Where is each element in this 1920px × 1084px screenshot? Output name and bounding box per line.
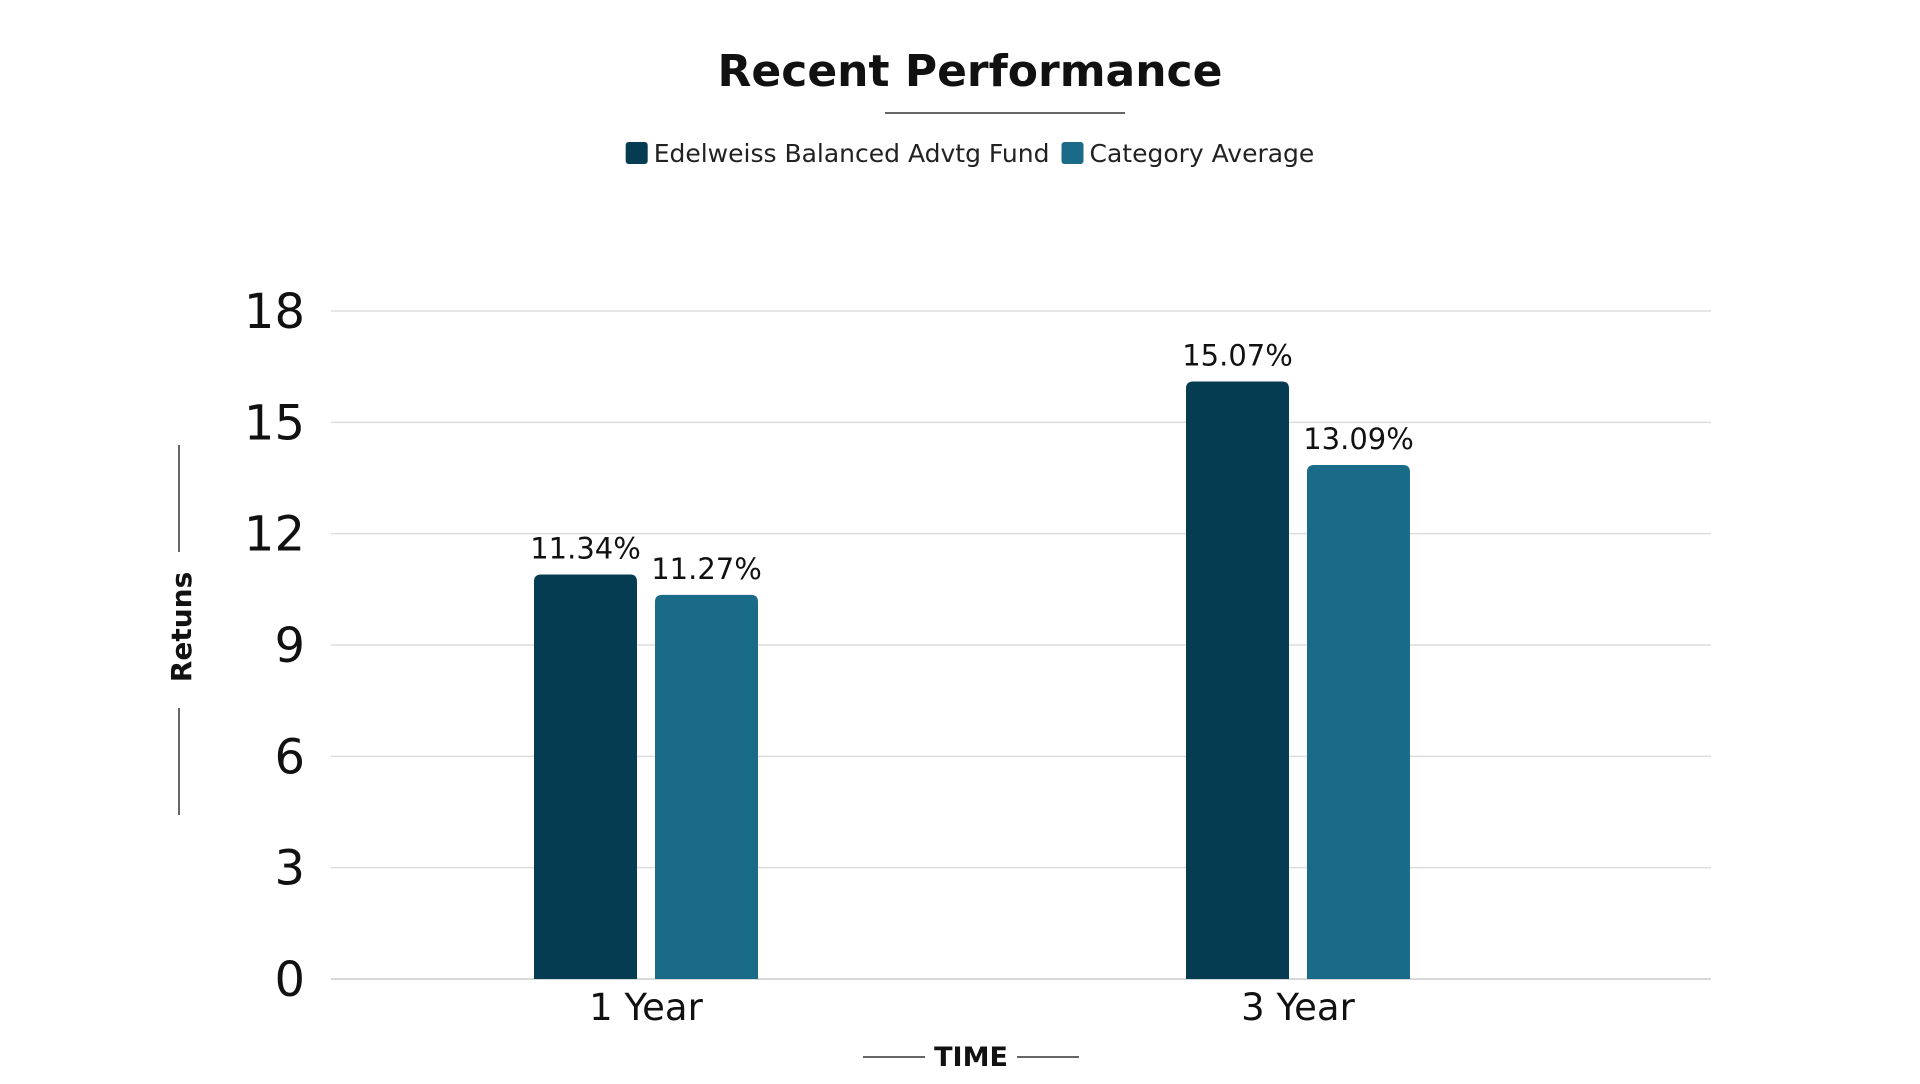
- bar-2-2: [1307, 465, 1410, 979]
- x-axis-ticks: 1 Year 3 Year: [589, 986, 1355, 1029]
- chart-title: Recent Performance: [718, 46, 1223, 97]
- y-tick-label: 12: [244, 507, 305, 563]
- y-tick-label: 9: [274, 618, 305, 674]
- bar-value-label: 15.07%: [1182, 339, 1293, 373]
- legend-item: Edelweiss Balanced Advtg Fund: [625, 139, 1050, 168]
- x-tick-label: 3 Year: [1241, 986, 1355, 1029]
- bar-value-labels: 11.34% 11.27% 15.07% 13.09%: [530, 339, 1414, 586]
- bar-1-2: [1186, 381, 1289, 979]
- y-tick-label: 15: [244, 395, 305, 451]
- bar-value-label: 11.34%: [530, 531, 641, 565]
- bar-1-1: [534, 574, 637, 979]
- x-axis-title-group: TIME: [863, 1042, 1079, 1073]
- x-tick-label: 1 Year: [589, 986, 703, 1029]
- legend: Edelweiss Balanced Advtg Fund Category Av…: [625, 139, 1315, 168]
- legend-swatch: [625, 142, 648, 164]
- bar-2-1: [655, 594, 758, 979]
- y-tick-label: 3: [274, 841, 305, 897]
- legend-item: Category Average: [1061, 139, 1315, 168]
- x-axis-title: TIME: [934, 1042, 1008, 1073]
- bars: [534, 381, 1410, 979]
- y-tick-label: 6: [274, 729, 305, 785]
- y-axis-title-group: Retuns: [165, 445, 198, 815]
- y-axis-title: Retuns: [165, 572, 198, 682]
- y-tick-label: 0: [274, 952, 305, 1008]
- legend-label: Category Average: [1090, 139, 1315, 168]
- y-axis-ticks: 0 3 6 9 12 15 18: [244, 284, 305, 1008]
- bar-value-label: 11.27%: [651, 552, 762, 586]
- legend-swatch: [1061, 142, 1084, 164]
- y-tick-label: 18: [244, 284, 305, 340]
- bar-value-label: 13.09%: [1303, 422, 1414, 456]
- legend-label: Edelweiss Balanced Advtg Fund: [654, 139, 1050, 168]
